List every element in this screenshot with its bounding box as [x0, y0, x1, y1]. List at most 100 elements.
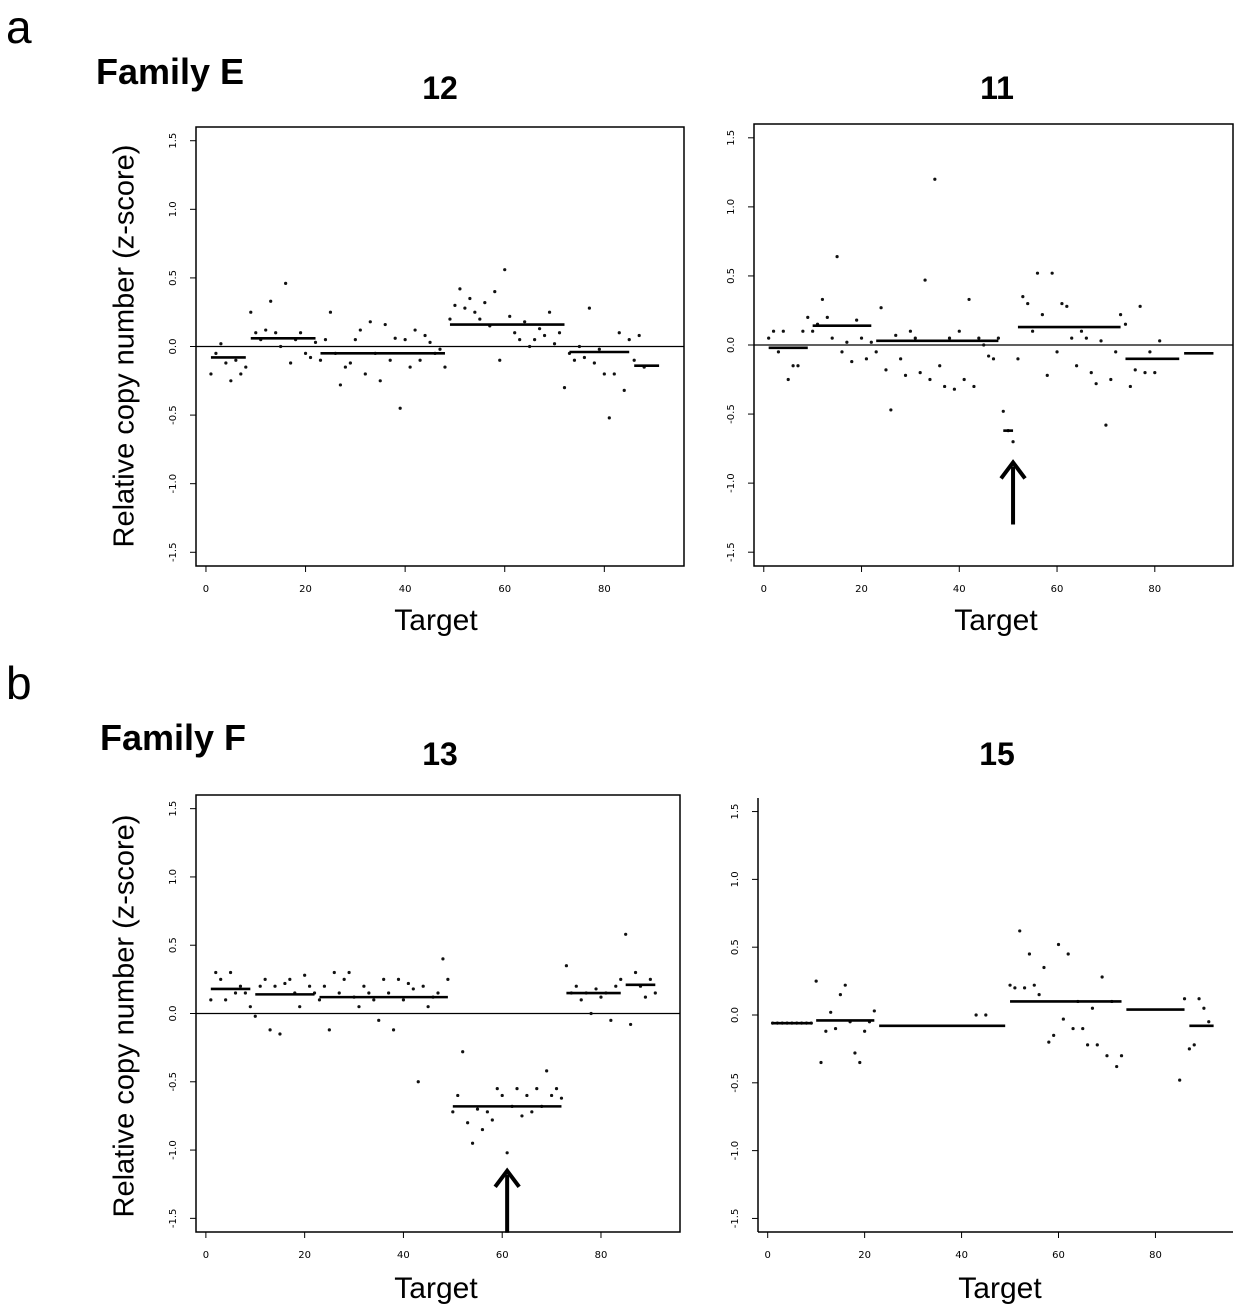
data-point [863, 1029, 867, 1033]
data-point [416, 1080, 420, 1084]
data-point [1100, 975, 1104, 979]
data-point [382, 977, 386, 981]
data-point [632, 358, 636, 362]
x-tick-label: 40 [953, 584, 966, 595]
data-point [214, 970, 218, 975]
data-point [545, 1069, 549, 1073]
data-point [1001, 409, 1005, 413]
x-axis-label-12: Target [394, 604, 478, 637]
data-point [466, 1121, 470, 1125]
y-tick-label: 1.5 [168, 133, 179, 149]
x-tick-label: 80 [1149, 1250, 1162, 1261]
data-point [505, 1151, 509, 1155]
x-tick-label: 60 [1052, 1250, 1065, 1261]
data-point [418, 358, 422, 362]
data-point [796, 364, 800, 368]
y-tick-label: 0.5 [168, 937, 179, 953]
data-point [1050, 271, 1054, 275]
data-point [243, 991, 247, 995]
data-point [308, 355, 313, 360]
data-point [475, 1107, 480, 1111]
data-point [233, 991, 238, 995]
data-point [498, 358, 502, 362]
data-point [811, 329, 815, 333]
data-point [209, 372, 213, 376]
data-point [448, 317, 452, 321]
data-point [864, 357, 869, 361]
chart-title-12: 12 [422, 70, 458, 106]
data-point [1128, 384, 1132, 389]
data-point [1074, 364, 1079, 368]
data-point [599, 995, 603, 999]
data-point [278, 1032, 282, 1036]
data-point [438, 347, 442, 351]
data-point [478, 317, 482, 321]
data-point [1105, 1054, 1109, 1058]
data-point [819, 1060, 823, 1065]
data-point [607, 416, 611, 420]
data-point [273, 984, 277, 988]
y-tick-label: -1.5 [168, 543, 179, 563]
data-point [602, 372, 606, 376]
y-tick-label: -1.5 [726, 542, 737, 562]
y-tick-label: 0.5 [730, 939, 741, 955]
data-point [368, 320, 372, 324]
data-point [587, 306, 591, 310]
data-point [254, 331, 258, 335]
data-point [239, 372, 243, 376]
data-point [525, 1093, 529, 1098]
data-point [337, 991, 341, 995]
data-point [903, 373, 908, 377]
data-point [1202, 1006, 1206, 1010]
data-point [1148, 350, 1152, 354]
data-point [362, 984, 366, 988]
data-point [322, 984, 327, 988]
data-point [468, 296, 472, 301]
data-point [653, 991, 657, 995]
data-point [577, 344, 582, 349]
y-tick-label: 1.5 [730, 804, 741, 820]
data-point [1115, 1064, 1119, 1069]
data-point [493, 290, 497, 294]
data-point [597, 347, 601, 351]
y-tick-label: -0.5 [168, 1072, 179, 1092]
data-point [562, 386, 567, 390]
data-point [858, 1060, 862, 1065]
data-point [874, 350, 878, 354]
data-point [353, 338, 357, 342]
data-point [1085, 1043, 1090, 1047]
data-point [1055, 350, 1059, 354]
data-point [614, 984, 618, 988]
data-point [1138, 304, 1142, 308]
data-point [825, 315, 829, 319]
data-point [938, 364, 942, 368]
data-point [248, 1005, 252, 1009]
data-point [894, 333, 898, 337]
data-point [523, 320, 527, 324]
data-point [483, 301, 487, 305]
data-point [1109, 377, 1113, 382]
data-point [801, 329, 805, 333]
x-axis-label-13: Target [394, 1272, 478, 1305]
x-tick-label: 20 [858, 1250, 871, 1261]
y-tick-label: 1.5 [726, 130, 737, 146]
data-point [1123, 322, 1128, 326]
data-point [579, 998, 583, 1002]
data-point [378, 379, 382, 383]
data-point [557, 331, 562, 335]
data-point [845, 340, 849, 344]
y-tick-label: 1.5 [168, 801, 179, 817]
data-point [428, 340, 432, 344]
data-point [408, 365, 412, 369]
deletion-arrow [999, 459, 1027, 525]
data-point [838, 993, 842, 997]
data-point [1182, 997, 1187, 1001]
data-point [1037, 993, 1041, 997]
data-point [387, 991, 391, 995]
data-point [928, 377, 932, 382]
data-point [872, 1009, 876, 1013]
y-tick-label: 1.0 [730, 871, 741, 887]
data-point [1013, 986, 1017, 990]
data-point [1187, 1047, 1191, 1051]
data-point [824, 1029, 828, 1033]
